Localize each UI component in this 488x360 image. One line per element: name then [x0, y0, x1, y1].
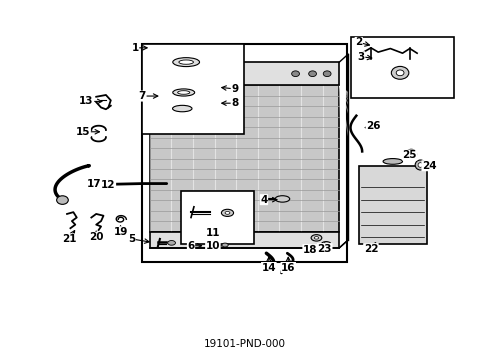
- Bar: [181, 191, 254, 244]
- Ellipse shape: [167, 240, 175, 245]
- Text: 20: 20: [89, 232, 103, 242]
- Bar: [149, 232, 339, 248]
- Text: 7: 7: [139, 91, 146, 101]
- Circle shape: [57, 196, 68, 204]
- Bar: [142, 44, 346, 262]
- Text: 13: 13: [79, 96, 94, 107]
- Bar: [351, 37, 453, 98]
- Ellipse shape: [314, 237, 318, 239]
- Circle shape: [291, 71, 299, 77]
- Text: 15: 15: [76, 127, 90, 137]
- Ellipse shape: [405, 149, 416, 159]
- Ellipse shape: [275, 196, 289, 202]
- Ellipse shape: [414, 160, 425, 170]
- Ellipse shape: [179, 60, 193, 64]
- Circle shape: [189, 71, 197, 77]
- Text: 1: 1: [131, 43, 139, 53]
- Ellipse shape: [172, 89, 194, 96]
- Bar: [142, 44, 244, 134]
- Circle shape: [323, 71, 330, 77]
- Bar: [149, 62, 339, 85]
- Bar: [149, 85, 339, 232]
- Text: 23: 23: [317, 244, 331, 253]
- Ellipse shape: [172, 58, 199, 67]
- Text: 16: 16: [281, 262, 295, 273]
- Text: 5: 5: [128, 234, 135, 244]
- Ellipse shape: [321, 242, 330, 247]
- Text: 19101-PND-000: 19101-PND-000: [203, 339, 285, 349]
- Ellipse shape: [408, 152, 413, 157]
- Text: 21: 21: [62, 234, 77, 244]
- Ellipse shape: [221, 209, 233, 216]
- Text: 6: 6: [187, 241, 194, 251]
- Text: 22: 22: [363, 244, 377, 253]
- Circle shape: [172, 71, 180, 77]
- Text: 3: 3: [357, 52, 364, 62]
- Circle shape: [158, 71, 165, 77]
- Text: 14: 14: [261, 262, 276, 273]
- Circle shape: [395, 70, 403, 76]
- Ellipse shape: [310, 235, 321, 241]
- Text: 18: 18: [302, 245, 317, 255]
- Ellipse shape: [172, 105, 192, 112]
- Ellipse shape: [382, 158, 402, 164]
- Text: 26: 26: [366, 121, 380, 131]
- Text: 17: 17: [86, 179, 101, 189]
- Ellipse shape: [177, 91, 189, 94]
- Text: 24: 24: [421, 161, 436, 171]
- Text: 11: 11: [205, 228, 220, 238]
- Ellipse shape: [224, 211, 229, 214]
- Text: 9: 9: [231, 84, 238, 94]
- Ellipse shape: [417, 163, 422, 167]
- Text: 2: 2: [354, 37, 362, 48]
- Text: 4: 4: [260, 195, 267, 204]
- Text: 12: 12: [101, 180, 115, 190]
- Text: 10: 10: [205, 241, 220, 251]
- Circle shape: [390, 66, 408, 79]
- Bar: [358, 166, 426, 244]
- Circle shape: [308, 71, 316, 77]
- Text: 25: 25: [402, 150, 416, 160]
- Ellipse shape: [222, 243, 228, 247]
- Text: 19: 19: [113, 227, 127, 237]
- Text: 8: 8: [231, 98, 238, 108]
